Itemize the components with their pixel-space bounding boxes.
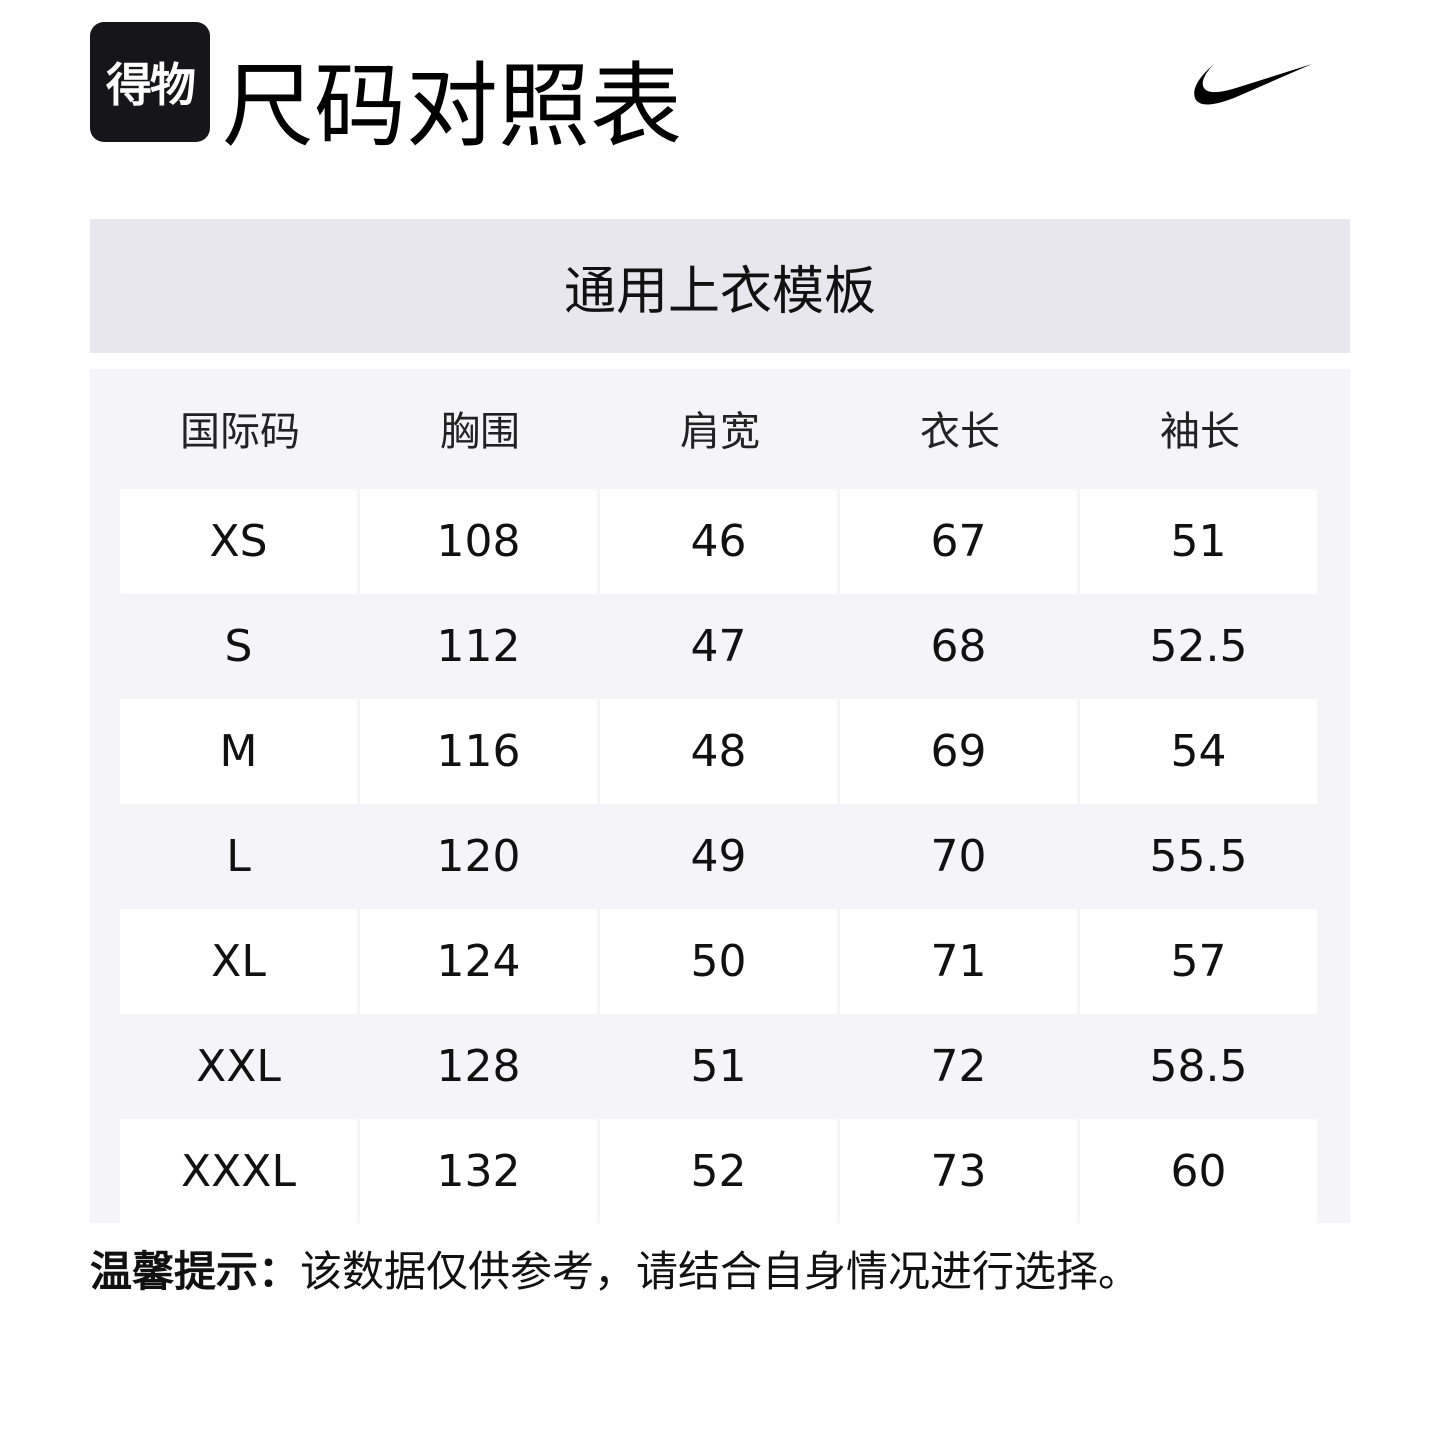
- table-row: XXXL 132 52 73 60: [120, 1119, 1320, 1223]
- column-header: 袖长: [1160, 409, 1240, 455]
- table-cell: 128: [436, 1041, 521, 1092]
- tip-note: 温馨提示：该数据仅供参考，请结合自身情况进行选择。: [90, 1242, 1140, 1302]
- table-cell: M: [120, 699, 357, 804]
- column-header: 衣长: [920, 409, 1000, 455]
- table-cell: 55.5: [1149, 831, 1248, 882]
- table-row: M 116 48 69 54: [120, 699, 1320, 804]
- table-cell: 52.5: [1149, 621, 1248, 672]
- tip-text: 该数据仅供参考，请结合自身情况进行选择。: [300, 1247, 1141, 1296]
- table-cell: 112: [436, 621, 521, 672]
- table-cell: 72: [930, 1041, 987, 1092]
- tip-label: 温馨提示：: [90, 1247, 301, 1296]
- table-row: L 120 49 70 55.5: [120, 804, 1320, 909]
- table-cell: 132: [360, 1119, 597, 1223]
- table-cell: 73: [840, 1119, 1077, 1223]
- table-cell: 48: [600, 699, 837, 804]
- column-header: 国际码: [180, 409, 300, 455]
- size-table: 国际码 胸围 肩宽 衣长 袖长 XS 108 46 67 51 S 112 47 68 52.5 M 116 48…: [90, 369, 1350, 1223]
- table-row: S 112 47 68 52.5: [120, 594, 1320, 699]
- page-title: 尺码对照表: [222, 53, 683, 160]
- table-cell: XXXL: [120, 1119, 357, 1223]
- table-cell: 71: [840, 909, 1077, 1014]
- table-cell: 57: [1080, 909, 1317, 1014]
- logo-text: 得物: [106, 58, 196, 112]
- table-cell: XL: [120, 909, 357, 1014]
- table-cell: L: [226, 831, 251, 882]
- table-cell: 70: [930, 831, 987, 882]
- table-cell: XXL: [196, 1041, 281, 1092]
- table-cell: 67: [840, 489, 1077, 594]
- table-cell: 120: [436, 831, 521, 882]
- table-row: XL 124 50 71 57: [120, 909, 1320, 1014]
- template-header: 通用上衣模板: [90, 219, 1350, 353]
- table-cell: 51: [690, 1041, 747, 1092]
- nike-swoosh-icon: [1194, 64, 1312, 105]
- table-cell: 52: [600, 1119, 837, 1223]
- dewu-logo: 得物: [90, 22, 210, 142]
- table-row: XS 108 46 67 51: [120, 489, 1320, 594]
- table-cell: 51: [1080, 489, 1317, 594]
- table-cell: 68: [930, 621, 987, 672]
- table-cell: 54: [1080, 699, 1317, 804]
- table-cell: 60: [1080, 1119, 1317, 1223]
- table-cell: 69: [840, 699, 1077, 804]
- table-cell: 124: [360, 909, 597, 1014]
- column-header: 胸围: [440, 409, 520, 455]
- table-cell: 46: [600, 489, 837, 594]
- table-cell: XS: [120, 489, 357, 594]
- table-cell: 116: [360, 699, 597, 804]
- table-cell: 58.5: [1149, 1041, 1248, 1092]
- table-row: XXL 128 51 72 58.5: [120, 1014, 1320, 1119]
- column-header: 肩宽: [680, 409, 760, 455]
- table-cell: S: [224, 621, 253, 672]
- table-cell: 47: [690, 621, 747, 672]
- table-cell: 49: [690, 831, 747, 882]
- table-cell: 50: [600, 909, 837, 1014]
- table-cell: 108: [360, 489, 597, 594]
